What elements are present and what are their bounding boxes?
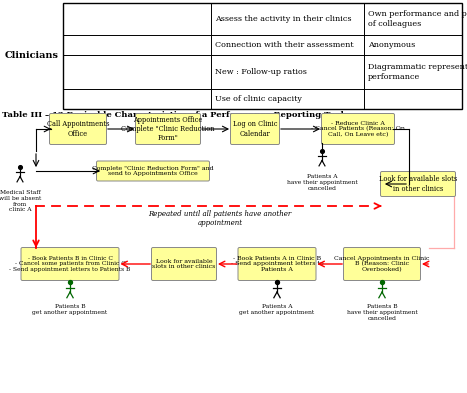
Text: Appointments Office
Complete "Clinic Reduction
Form": Appointments Office Complete "Clinic Red… xyxy=(121,116,215,142)
FancyBboxPatch shape xyxy=(381,171,455,196)
Text: Call Appointments
Office: Call Appointments Office xyxy=(47,120,109,138)
Text: Look for available slots
in other clinics: Look for available slots in other clinic… xyxy=(379,175,457,193)
FancyBboxPatch shape xyxy=(238,248,316,281)
Text: Patients A
get another appointment: Patients A get another appointment xyxy=(240,304,315,315)
Text: Clinicians: Clinicians xyxy=(5,51,59,61)
Text: Patients A
have their appointment
cancelled: Patients A have their appointment cancel… xyxy=(287,174,357,191)
Text: Patients B
have their appointment
cancelled: Patients B have their appointment cancel… xyxy=(347,304,417,321)
Text: Complete "Clinic Reduction Form" and
send to Appointments Office: Complete "Clinic Reduction Form" and sen… xyxy=(92,165,214,176)
Bar xyxy=(63,3,462,109)
Text: Patients B
get another appointment: Patients B get another appointment xyxy=(32,304,107,315)
Text: - Book Patients A in Clinic B
- Send appointment letters to
Patients A: - Book Patients A in Clinic B - Send app… xyxy=(231,256,323,272)
FancyBboxPatch shape xyxy=(21,248,119,281)
FancyBboxPatch shape xyxy=(231,114,280,145)
Text: - Reduce Clinic A
- Cancel Patients (Reason: On
Call, On Leave etc): - Reduce Clinic A - Cancel Patients (Rea… xyxy=(311,121,405,138)
FancyBboxPatch shape xyxy=(151,248,217,281)
Text: Cancel Appointments in Clinic
B (Reason: Clinic
Overbooked): Cancel Appointments in Clinic B (Reason:… xyxy=(334,255,430,272)
Text: Table III – 12 Desirable Characteristics of a Performance Reporting Tool: Table III – 12 Desirable Characteristics… xyxy=(2,111,344,119)
Text: - Book Patients B in Clinic C
- Cancel some patients from Clinic C
- Send appoin: - Book Patients B in Clinic C - Cancel s… xyxy=(9,256,131,272)
Text: Look for available
slots in other clinics: Look for available slots in other clinic… xyxy=(152,259,216,269)
FancyBboxPatch shape xyxy=(344,248,420,281)
Text: Assess the activity in their clinics: Assess the activity in their clinics xyxy=(215,15,352,23)
Text: Connection with their assessment: Connection with their assessment xyxy=(215,41,354,49)
Text: Anonymous: Anonymous xyxy=(368,41,415,49)
Text: Use of clinic capacity: Use of clinic capacity xyxy=(215,95,302,103)
Text: Diagrammatic representation of
performance: Diagrammatic representation of performan… xyxy=(368,63,467,81)
FancyBboxPatch shape xyxy=(135,114,200,145)
Text: Log on Clinic
Calendar: Log on Clinic Calendar xyxy=(233,120,277,138)
FancyBboxPatch shape xyxy=(97,161,210,181)
Text: Own performance and performance
of colleagues: Own performance and performance of colle… xyxy=(368,10,467,28)
FancyBboxPatch shape xyxy=(321,114,395,145)
Text: New : Follow-up ratios: New : Follow-up ratios xyxy=(215,68,307,76)
Text: Repeated until all patients have another
appointment: Repeated until all patients have another… xyxy=(149,210,291,227)
Text: Medical Staff
will be absent
from
clinic A: Medical Staff will be absent from clinic… xyxy=(0,190,41,212)
FancyBboxPatch shape xyxy=(50,114,106,145)
